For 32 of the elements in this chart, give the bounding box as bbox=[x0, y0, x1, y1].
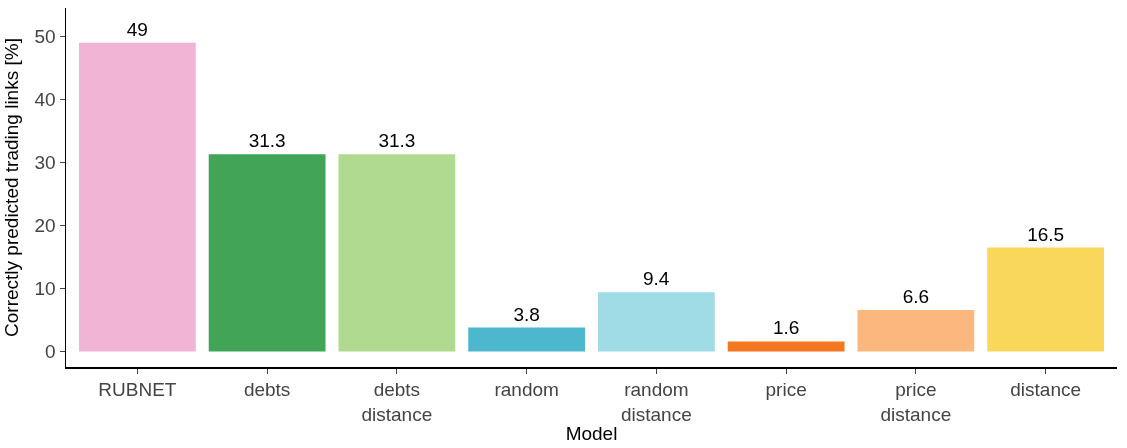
bar bbox=[987, 247, 1105, 352]
data-label: 31.3 bbox=[248, 130, 286, 152]
x-tick-label: random bbox=[494, 379, 559, 401]
x-axis-title: Model bbox=[565, 422, 618, 444]
data-label: 49 bbox=[126, 18, 148, 40]
x-tick-label: RUBNET bbox=[98, 379, 177, 401]
x-tick-label: random distance bbox=[620, 379, 692, 425]
x-tick-label: price distance bbox=[880, 379, 952, 425]
bar bbox=[727, 341, 845, 352]
y-tick-label: 10 bbox=[34, 278, 56, 300]
data-label: 31.3 bbox=[378, 130, 416, 152]
bar bbox=[208, 154, 326, 352]
y-tick-label: 40 bbox=[34, 89, 56, 111]
data-label: 1.6 bbox=[772, 317, 800, 339]
data-label: 16.5 bbox=[1027, 223, 1065, 245]
y-tick-label: 0 bbox=[45, 341, 56, 363]
bar bbox=[468, 327, 586, 352]
data-label: 6.6 bbox=[902, 285, 930, 307]
x-tick-label: debts distance bbox=[361, 379, 433, 425]
y-axis-title: Correctly predicted trading links [%] bbox=[0, 38, 22, 337]
bar bbox=[338, 154, 456, 352]
data-label: 3.8 bbox=[513, 303, 540, 325]
bar bbox=[857, 309, 975, 352]
data-label: 9.4 bbox=[642, 268, 670, 290]
y-tick-label: 30 bbox=[34, 152, 56, 174]
y-tick-label: 20 bbox=[34, 215, 56, 237]
x-tick-label: distance bbox=[1010, 379, 1082, 401]
x-tick-label: debts bbox=[243, 379, 291, 401]
x-tick-label: price bbox=[765, 379, 807, 401]
y-tick-label: 50 bbox=[34, 26, 56, 48]
bar bbox=[597, 292, 715, 352]
bar bbox=[78, 42, 196, 352]
